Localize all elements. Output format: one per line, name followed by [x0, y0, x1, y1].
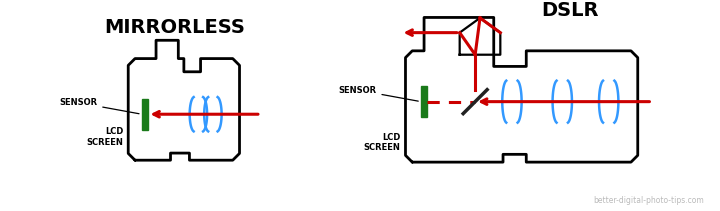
Text: better-digital-photo-tips.com: better-digital-photo-tips.com [593, 196, 703, 205]
Bar [421, 86, 427, 117]
Text: LCD
SCREEN: LCD SCREEN [86, 127, 123, 147]
Bar [142, 99, 148, 130]
Text: SENSOR: SENSOR [59, 98, 139, 114]
Text: DSLR: DSLR [541, 1, 599, 20]
Text: LCD
SCREEN: LCD SCREEN [364, 133, 400, 153]
Text: SENSOR: SENSOR [338, 85, 418, 101]
Text: MIRRORLESS: MIRRORLESS [104, 18, 245, 37]
